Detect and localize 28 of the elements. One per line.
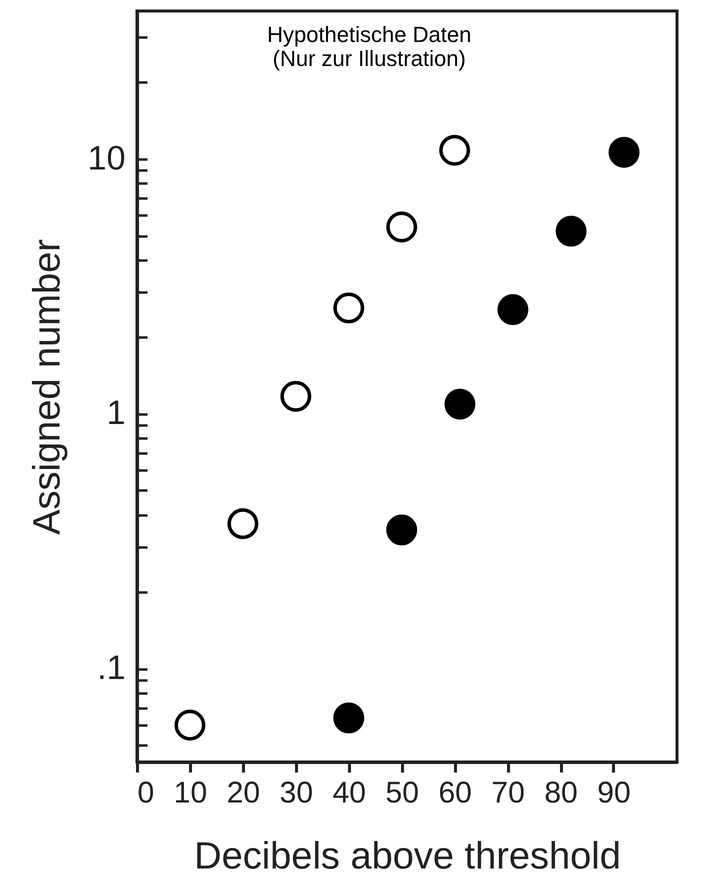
y-tick-label: 10 <box>88 139 126 178</box>
point <box>333 292 364 324</box>
x-tick-label: 90 <box>597 776 631 810</box>
point <box>227 508 258 540</box>
x-tick-label: 30 <box>280 776 314 810</box>
x-tick-label: 0 <box>138 776 154 810</box>
x-tick-label: 80 <box>544 776 578 810</box>
x-tick-label: 60 <box>438 776 472 810</box>
point <box>439 134 470 166</box>
point <box>386 212 418 242</box>
x-tick-label: 50 <box>386 776 419 810</box>
y-axis-title: Assigned number <box>26 238 69 535</box>
y-tick-label: .1 <box>97 649 126 688</box>
y-tick-label: 1 <box>106 394 126 432</box>
point <box>444 388 476 420</box>
annotation: Hypothetische Daten (Nur zur Illustration) <box>267 22 472 71</box>
point <box>556 216 587 247</box>
x-tick-label: 20 <box>226 776 260 810</box>
point <box>333 702 364 734</box>
x-tick-label: 70 <box>491 776 525 810</box>
x-axis-title: Decibels above threshold <box>194 836 621 878</box>
point <box>608 136 640 168</box>
point <box>280 380 312 412</box>
x-tick-label: 40 <box>332 776 366 810</box>
point <box>386 514 418 546</box>
point <box>174 710 206 741</box>
x-tick-label: 10 <box>174 776 208 810</box>
point <box>497 294 528 326</box>
